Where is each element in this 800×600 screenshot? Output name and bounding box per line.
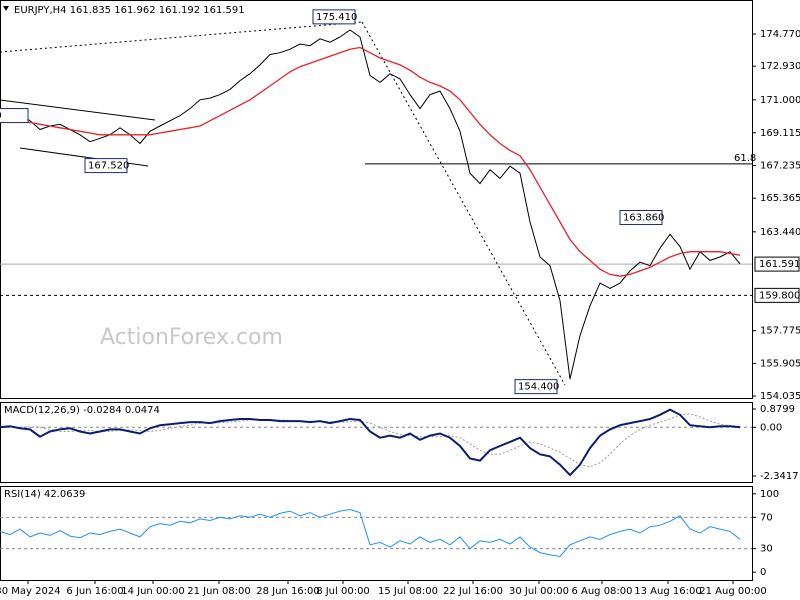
watermark: ActionForex.com	[100, 325, 283, 350]
x-tick-label: 6 Jun 16:00	[66, 586, 123, 597]
annotation-box	[619, 209, 663, 225]
panel-frame	[0, 486, 753, 581]
y-tick-label: 0.00	[760, 422, 782, 433]
macd-signal	[0, 413, 741, 468]
y-tick-label: 174.770	[760, 29, 800, 40]
panel-title: RSI(14) 42.0639	[4, 489, 85, 500]
y-tick-label: 0	[760, 567, 766, 578]
panel-title: MACD(12,26,9) -0.0284 0.0474	[4, 405, 160, 416]
price-line	[0, 29, 741, 380]
annotation-label: 167.520	[88, 161, 129, 172]
level-box	[754, 256, 800, 272]
annotation-label: 70	[0, 111, 2, 122]
level-label: 159.800	[759, 290, 800, 301]
y-tick-label: 0.8799	[760, 404, 795, 415]
chart-title: EURJPY,H4 161.835 161.962 161.192 161.59…	[14, 5, 245, 16]
y-tick-label: 167.235	[760, 161, 800, 172]
channel-line	[0, 99, 156, 121]
x-tick-label: 8 Jul 00:00	[316, 586, 370, 597]
annotation-box	[514, 379, 558, 395]
x-tick-label: 22 Jul 16:00	[443, 586, 503, 597]
annotation-box	[0, 108, 29, 124]
annotation-label: 175.410	[316, 12, 357, 23]
annotation-box	[312, 9, 356, 25]
moving-average	[0, 46, 741, 277]
fib-label: 61.8	[734, 153, 756, 164]
title-arrow	[3, 6, 9, 11]
y-tick-label: 171.000	[760, 95, 800, 106]
x-tick-label: 15 Jul 08:00	[378, 586, 438, 597]
x-tick-label: 30 May 2024	[0, 586, 61, 597]
y-tick-label: 155.905	[760, 358, 800, 369]
y-tick-label: 154.035	[760, 391, 800, 402]
annotation-box	[84, 158, 128, 174]
annotation-label: 154.400	[518, 382, 559, 393]
y-tick-label: 30	[760, 544, 773, 555]
y-tick-label: 172.930	[760, 61, 800, 72]
annotation-label: 163.860	[623, 212, 664, 223]
x-tick-label: 21 Jun 08:00	[187, 586, 251, 597]
y-tick-label: 165.365	[760, 193, 800, 204]
y-tick-label: 157.775	[760, 326, 800, 337]
x-tick-label: 14 Jun 00:00	[121, 586, 185, 597]
trend-line	[361, 21, 566, 386]
macd-line	[0, 408, 741, 477]
x-tick-label: 21 Aug 00:00	[699, 586, 766, 597]
level-label: 161.591	[759, 259, 800, 270]
x-tick-label: 30 Jul 00:00	[509, 586, 569, 597]
x-tick-label: 13 Aug 16:00	[634, 586, 701, 597]
trend-line	[0, 21, 363, 53]
y-tick-label: 100	[760, 489, 779, 500]
y-tick-label: 169.115	[760, 128, 800, 139]
panel-frame	[0, 0, 753, 399]
y-tick-label: -2.3417	[760, 471, 799, 482]
level-box	[754, 287, 800, 303]
x-tick-label: 6 Aug 08:00	[571, 586, 632, 597]
panel-frame	[0, 402, 753, 483]
y-tick-label: 70	[760, 512, 773, 523]
y-tick-label: 163.440	[760, 227, 800, 238]
x-tick-label: 28 Jun 16:00	[256, 586, 320, 597]
rsi-line	[0, 508, 741, 558]
